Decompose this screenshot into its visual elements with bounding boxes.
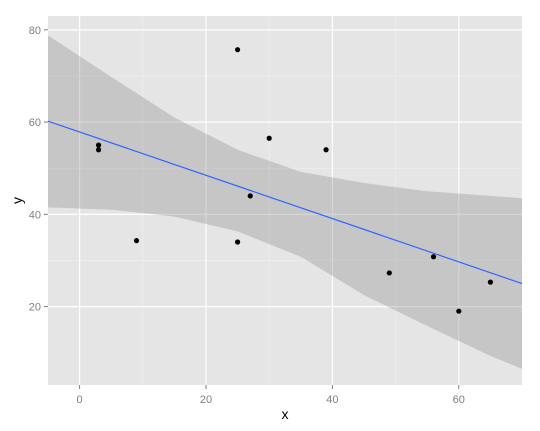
data-point: [235, 239, 241, 245]
data-point: [235, 47, 241, 53]
minor-gridlines: [48, 16, 522, 385]
x-tick-label: 40: [326, 394, 338, 406]
data-point: [266, 135, 272, 141]
data-point: [247, 193, 253, 199]
data-points: [95, 47, 493, 314]
data-point: [133, 238, 140, 244]
data-point: [95, 142, 102, 148]
major-gridlines: [48, 16, 522, 385]
y-tick-label: 60: [29, 117, 41, 129]
data-point: [95, 147, 102, 153]
data-point: [323, 147, 329, 153]
plot-panel: [48, 16, 522, 385]
y-tick-label: 40: [29, 209, 41, 221]
y-axis-ticks: 20 40 60 80: [29, 25, 48, 314]
data-point: [430, 254, 437, 260]
y-tick-label: 20: [29, 302, 41, 314]
x-tick-label: 60: [453, 394, 465, 406]
x-axis-ticks: 0 20 40 60: [77, 385, 465, 406]
regression-line: [47, 120, 523, 285]
y-axis-title: y: [9, 197, 25, 204]
data-point: [456, 308, 462, 314]
data-point: [487, 279, 493, 285]
data-point: [386, 270, 392, 276]
x-axis-title: x: [282, 406, 289, 422]
x-tick-label: 20: [200, 394, 212, 406]
y-tick-label: 80: [29, 25, 41, 37]
x-tick-label: 0: [77, 394, 83, 406]
